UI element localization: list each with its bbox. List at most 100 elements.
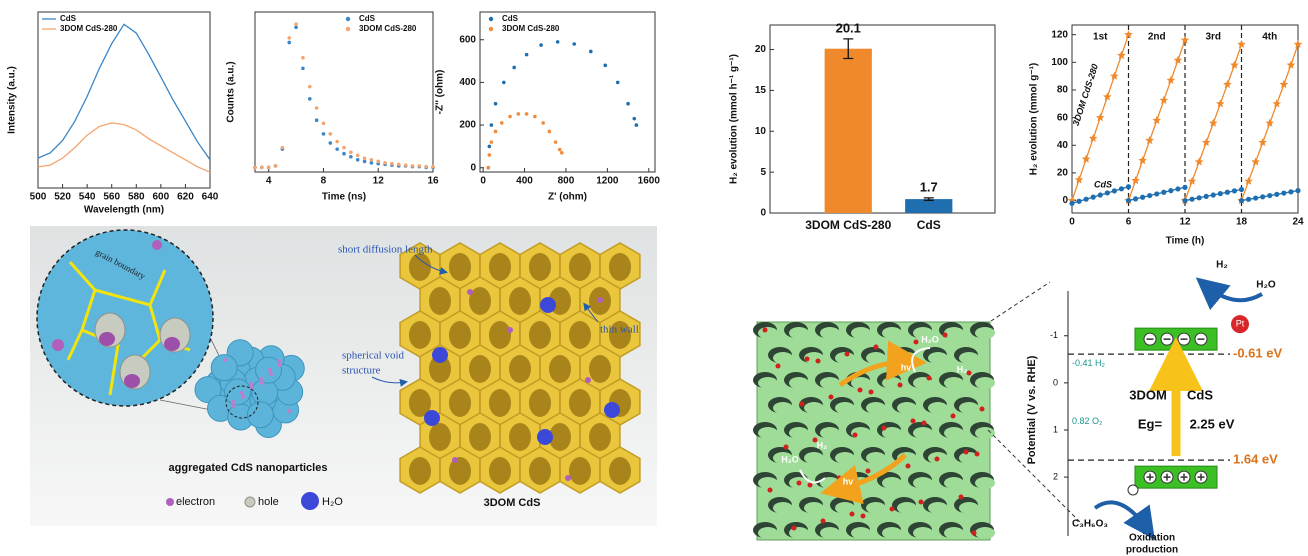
redox-label: -0.41 H₂ [1072, 358, 1106, 368]
electron-dot [966, 370, 972, 376]
data-point [632, 116, 637, 121]
x-tick-label: 0 [480, 176, 486, 187]
data-point [294, 25, 298, 30]
data-point [1272, 99, 1282, 108]
void [489, 457, 511, 485]
pore-rim [975, 477, 995, 489]
error-bar [843, 38, 854, 60]
data-point [1274, 191, 1280, 197]
void [489, 253, 511, 281]
water-molecule [424, 410, 440, 426]
pore-rim [789, 327, 809, 339]
gap-label: Eg= [1138, 416, 1163, 431]
value-label: 1.7 [920, 179, 938, 194]
electron-dot [259, 377, 263, 381]
pore-rim [789, 377, 809, 389]
data-point [390, 161, 394, 166]
data-point [1104, 190, 1110, 196]
data-point [307, 97, 312, 101]
electron-dot [799, 401, 805, 407]
data-point [280, 145, 285, 150]
data-point [487, 153, 492, 157]
electron-dot [849, 511, 855, 517]
electron-dot [232, 404, 236, 408]
data-point [307, 84, 312, 89]
pore-rim [804, 502, 824, 514]
x-tick-label: 500 [30, 192, 47, 203]
data-point [1295, 188, 1301, 194]
data-point [314, 118, 319, 122]
data-point [314, 106, 319, 110]
pore-rim [897, 402, 917, 414]
data-point [1110, 71, 1119, 80]
y-axis-label: Intensity (a.u.) [7, 66, 18, 134]
void [529, 389, 551, 417]
y-tick-label: 120 [1051, 29, 1068, 40]
data-point [1203, 193, 1209, 200]
electron-dot [852, 432, 858, 438]
electron-dot [796, 480, 802, 486]
electron-dot [767, 487, 773, 493]
electron-dot [240, 391, 244, 395]
reactant-label: C₃H₆O₃ [1072, 519, 1108, 530]
x-tick-label: 12 [1179, 217, 1191, 228]
reaction-arrow [911, 347, 931, 373]
pore-rim [773, 352, 793, 364]
void [549, 423, 571, 451]
pore-rim [975, 527, 995, 539]
data-point [1194, 157, 1204, 166]
electron-dot [467, 289, 473, 295]
nanoparticle [210, 354, 238, 382]
data-point [1281, 190, 1287, 196]
pore-rim [758, 527, 778, 539]
water-molecule [540, 297, 556, 313]
data-point [1187, 176, 1197, 185]
void [569, 389, 591, 417]
y-tick-label: 40 [1057, 140, 1069, 151]
data-point [1161, 189, 1167, 195]
electron-dot [918, 499, 924, 505]
data-point [1230, 60, 1239, 69]
void [609, 457, 631, 485]
void [409, 389, 431, 417]
electron [164, 337, 180, 351]
bar [905, 199, 953, 213]
data-point [1076, 198, 1082, 204]
nanoparticle [224, 378, 252, 406]
pore-rim [866, 502, 886, 514]
charge-sign [1146, 473, 1154, 481]
data-point [1074, 175, 1084, 184]
data-point [560, 151, 564, 155]
data-point [403, 163, 408, 167]
pore-rim [851, 527, 871, 539]
annotation-arrow [414, 254, 448, 275]
data-point [626, 101, 630, 106]
electron-dot [452, 457, 458, 463]
x-tick-label: 580 [128, 192, 145, 203]
plot-frame [769, 24, 996, 214]
void [529, 457, 551, 485]
electron [152, 240, 162, 250]
series-line [37, 23, 211, 161]
reduction-label: H₂O [1256, 280, 1276, 291]
electron-dot [250, 386, 254, 390]
legend-label: 3DOM CdS-280 [502, 24, 560, 33]
void [429, 355, 451, 383]
annotation: spherical void [342, 350, 405, 362]
category-label: 3DOM CdS-280 [805, 218, 891, 232]
void [589, 355, 611, 383]
plot-frame [479, 11, 656, 173]
data-point [369, 158, 374, 162]
electron [99, 332, 115, 346]
data-point [355, 153, 360, 158]
data-point [1117, 50, 1126, 60]
data-point [524, 52, 529, 57]
data-point [1182, 184, 1188, 190]
pore-rim [944, 527, 964, 539]
y-tick-label: 20 [1057, 168, 1069, 179]
pore-rim [758, 477, 778, 489]
pore-rim [773, 502, 793, 514]
data-point [502, 80, 506, 85]
x-tick-label: 24 [1292, 217, 1304, 228]
y-axis-label: H₂ evolution (mmol g⁻¹) [1029, 63, 1040, 176]
